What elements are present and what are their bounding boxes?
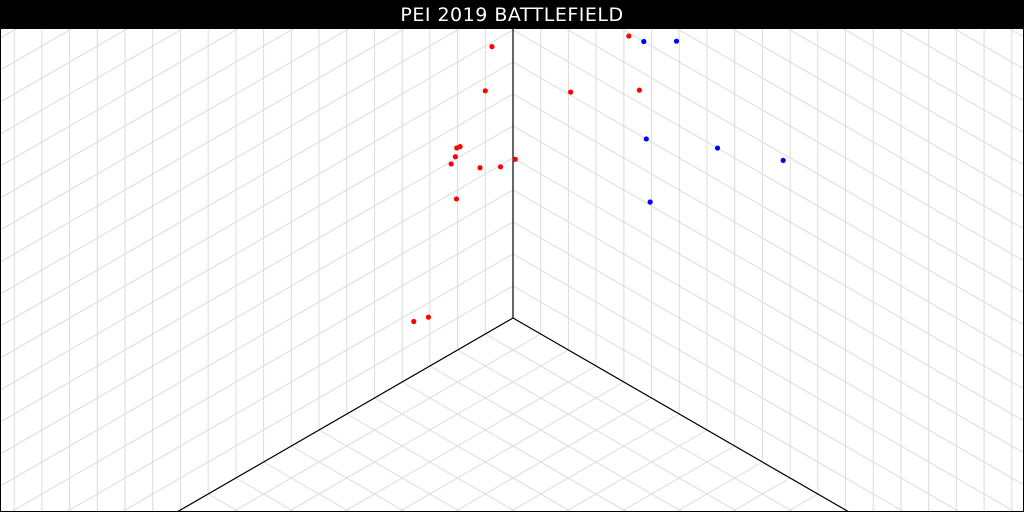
data-point (647, 199, 653, 205)
grid-line (510, 413, 680, 511)
grid-line (787, 493, 819, 511)
grid-line (621, 29, 1023, 262)
title-bar: PEI 2019 BATTLEFIELD (0, 0, 1024, 29)
grid-line (177, 317, 514, 511)
grid-line (485, 333, 793, 511)
grid-line (343, 365, 597, 511)
grid-line (429, 365, 683, 511)
grid-line (676, 29, 1023, 230)
grid-line (1, 29, 513, 30)
grid-line (512, 221, 1015, 511)
grid-line (1, 29, 350, 231)
grid-layer (1, 29, 1023, 511)
grid-line (1009, 29, 1023, 38)
grid-line (512, 285, 904, 511)
grid-line (235, 477, 295, 511)
data-point (636, 87, 642, 93)
grid-line (1, 189, 514, 487)
grid-line (1, 29, 17, 39)
grid-line (512, 61, 1023, 358)
chart-title: PEI 2019 BATTLEFIELD (400, 3, 624, 26)
grid-line (676, 461, 763, 511)
data-point (641, 38, 647, 45)
grid-line (512, 189, 1023, 486)
grid-line (1, 29, 239, 167)
grid-line (565, 29, 1023, 294)
grid-line (512, 125, 1023, 422)
grid-line (11, 221, 514, 511)
grid-line (512, 29, 1023, 326)
grid-line (1, 29, 405, 263)
points-layer (411, 33, 786, 325)
grid-line (842, 29, 1023, 134)
data-point (452, 154, 458, 160)
grid-line (565, 429, 708, 511)
data-point (497, 164, 504, 170)
grid-line (66, 253, 514, 511)
grid-line (318, 429, 461, 511)
data-point (714, 145, 721, 151)
grid-line (898, 29, 1023, 102)
grid-line (233, 333, 541, 511)
grid-line (513, 29, 1023, 94)
grid-line (513, 29, 1023, 30)
grid-line (512, 317, 849, 511)
grid-line (291, 445, 405, 511)
grid-line (621, 445, 735, 511)
grid-line (207, 493, 239, 511)
data-point (411, 318, 417, 325)
data-point (425, 314, 432, 320)
grid-line (122, 285, 514, 511)
data-point (477, 165, 483, 171)
grid-line (731, 29, 1023, 198)
grid-line (399, 381, 625, 511)
plot-area (0, 29, 1024, 512)
grid-line (512, 317, 849, 511)
axes-layer (177, 29, 849, 511)
data-point (448, 161, 454, 167)
grid-line (288, 349, 569, 511)
scatter-3d-chart (1, 29, 1023, 511)
grid-line (513, 29, 1023, 62)
grid-line (512, 93, 1023, 390)
grid-line (454, 397, 652, 511)
data-point (780, 157, 786, 163)
grid-line (787, 29, 1023, 166)
grid-line (1, 61, 514, 359)
y-axis (512, 317, 849, 511)
data-point (512, 156, 518, 162)
data-point (568, 89, 574, 95)
data-point (673, 38, 680, 44)
grid-line (177, 317, 514, 511)
grid-line (731, 477, 791, 511)
grid-line (1, 29, 128, 103)
data-point (626, 33, 632, 39)
grid-line (1, 125, 514, 423)
grid-line (346, 413, 516, 511)
grid-line (1, 29, 184, 135)
grid-line (263, 461, 350, 511)
grid-line (1, 29, 513, 94)
data-point (453, 196, 460, 202)
data-point (482, 88, 488, 94)
data-point (454, 145, 460, 151)
data-point (643, 136, 649, 142)
grid-line (1, 93, 514, 391)
grid-line (1, 29, 514, 327)
x-axis (177, 317, 514, 511)
grid-line (1, 29, 295, 199)
grid-line (374, 397, 572, 511)
data-point (489, 44, 495, 50)
